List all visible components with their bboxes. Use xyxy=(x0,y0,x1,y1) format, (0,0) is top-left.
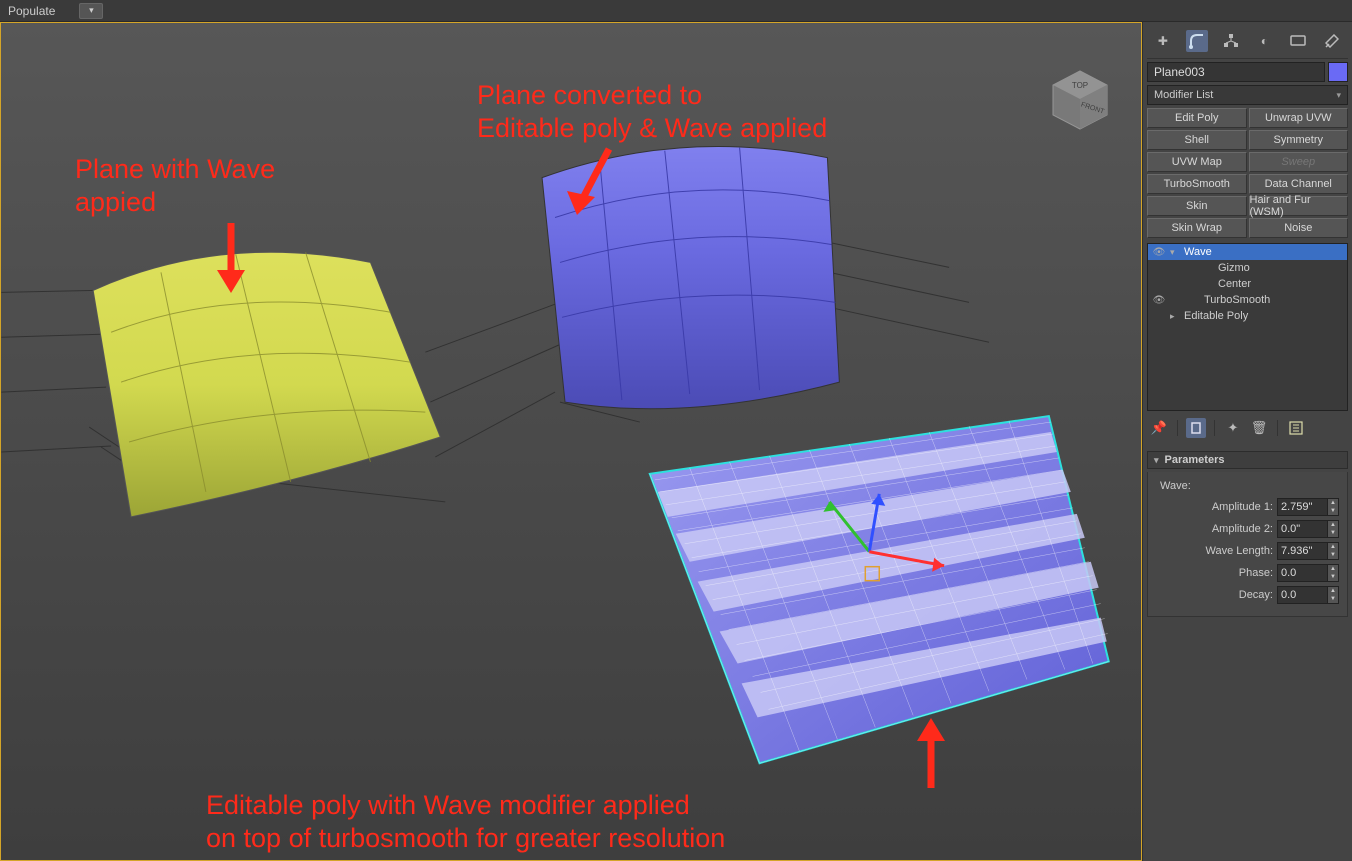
svg-text:TOP: TOP xyxy=(1072,81,1088,90)
param-spinner[interactable]: ▲▼ xyxy=(1277,564,1339,582)
spinner-down-icon[interactable]: ▼ xyxy=(1328,551,1338,559)
param-spinner[interactable]: ▲▼ xyxy=(1277,498,1339,516)
main-area: Plane with Wave appied Plane converted t… xyxy=(0,22,1352,861)
modifier-button[interactable]: Edit Poly xyxy=(1147,108,1247,128)
command-panel: ✚ ◐ Modifier List Edit PolyUnwrap UVWShe… xyxy=(1142,22,1352,861)
param-row: Wave Length: ▲▼ xyxy=(1156,540,1339,562)
param-spinner[interactable]: ▲▼ xyxy=(1277,520,1339,538)
expand-icon[interactable]: ▾ xyxy=(1170,247,1180,258)
show-end-result-icon[interactable] xyxy=(1186,418,1206,438)
tab-motion-icon[interactable]: ◐ xyxy=(1253,30,1275,52)
rollout-header-parameters[interactable]: Parameters xyxy=(1147,451,1348,469)
wave-group-label: Wave: xyxy=(1160,480,1339,492)
stack-toolbar: 📌 ✦ 🗑 xyxy=(1147,414,1348,442)
param-label: Amplitude 1: xyxy=(1212,501,1273,513)
spinner-up-icon[interactable]: ▲ xyxy=(1328,543,1338,551)
viewcube[interactable]: TOP FRONT xyxy=(1045,65,1115,135)
param-label: Amplitude 2: xyxy=(1212,523,1273,535)
param-label: Decay: xyxy=(1239,589,1273,601)
tab-modify-icon[interactable] xyxy=(1186,30,1208,52)
stack-row[interactable]: Center xyxy=(1148,276,1347,292)
stack-item-label: Wave xyxy=(1184,246,1212,258)
stack-row[interactable]: Gizmo xyxy=(1148,260,1347,276)
stack-item-label: Center xyxy=(1184,278,1251,290)
param-label: Phase: xyxy=(1239,567,1273,579)
stack-item-label: TurboSmooth xyxy=(1184,294,1270,306)
modifier-button[interactable]: Skin xyxy=(1147,196,1247,216)
menu-dropdown-button[interactable]: ▾ xyxy=(79,3,103,19)
viewport[interactable]: Plane with Wave appied Plane converted t… xyxy=(0,22,1142,861)
pin-stack-icon[interactable]: 📌 xyxy=(1149,418,1169,438)
spinner-up-icon[interactable]: ▲ xyxy=(1328,565,1338,573)
modifier-button[interactable]: Symmetry xyxy=(1249,130,1349,150)
stack-row[interactable]: ▸ Editable Poly xyxy=(1148,308,1347,324)
param-row: Decay: ▲▼ xyxy=(1156,584,1339,606)
param-spinner[interactable]: ▲▼ xyxy=(1277,586,1339,604)
modifier-button[interactable]: Data Channel xyxy=(1249,174,1349,194)
param-input[interactable] xyxy=(1277,564,1327,582)
modifier-button-grid: Edit PolyUnwrap UVWShellSymmetryUVW MapS… xyxy=(1147,108,1348,238)
expand-icon[interactable]: ▸ xyxy=(1170,311,1180,322)
param-spinner[interactable]: ▲▼ xyxy=(1277,542,1339,560)
spinner-up-icon[interactable]: ▲ xyxy=(1328,521,1338,529)
tab-display-icon[interactable] xyxy=(1287,30,1309,52)
modifier-button[interactable]: Unwrap UVW xyxy=(1249,108,1349,128)
modifier-button[interactable]: TurboSmooth xyxy=(1147,174,1247,194)
object-color-swatch[interactable] xyxy=(1328,62,1348,82)
modifier-button[interactable]: Skin Wrap xyxy=(1147,218,1247,238)
remove-modifier-icon[interactable]: 🗑 xyxy=(1249,418,1269,438)
modifier-list-dropdown[interactable]: Modifier List xyxy=(1147,85,1348,105)
spinner-down-icon[interactable]: ▼ xyxy=(1328,573,1338,581)
modifier-stack[interactable]: 👁 ▾ Wave Gizmo Center 👁 TurboSmooth ▸ Editable P… xyxy=(1147,243,1348,411)
spinner-down-icon[interactable]: ▼ xyxy=(1328,529,1338,537)
viewport-scene xyxy=(1,23,1141,860)
stack-row[interactable]: 👁 ▾ Wave xyxy=(1148,244,1347,260)
stack-item-label: Editable Poly xyxy=(1184,310,1248,322)
stack-item-label: Gizmo xyxy=(1184,262,1250,274)
param-row: Amplitude 1: ▲▼ xyxy=(1156,496,1339,518)
command-panel-tabs: ✚ ◐ xyxy=(1147,26,1348,59)
rollout-body-parameters: Wave: Amplitude 1:▲▼Amplitude 2:▲▼Wave L… xyxy=(1147,472,1348,617)
menu-populate[interactable]: Populate xyxy=(8,4,55,18)
param-input[interactable] xyxy=(1277,586,1327,604)
visibility-icon[interactable]: 👁 xyxy=(1152,295,1166,306)
stack-row[interactable]: 👁 TurboSmooth xyxy=(1148,292,1347,308)
param-input[interactable] xyxy=(1277,520,1327,538)
make-unique-icon[interactable]: ✦ xyxy=(1223,418,1243,438)
spinner-down-icon[interactable]: ▼ xyxy=(1328,507,1338,515)
visibility-icon[interactable]: 👁 xyxy=(1152,247,1166,258)
spinner-up-icon[interactable]: ▲ xyxy=(1328,587,1338,595)
modifier-button[interactable]: Hair and Fur (WSM) xyxy=(1249,196,1349,216)
modifier-button[interactable]: Noise xyxy=(1249,218,1349,238)
spinner-up-icon[interactable]: ▲ xyxy=(1328,499,1338,507)
modifier-button[interactable]: Shell xyxy=(1147,130,1247,150)
param-row: Amplitude 2: ▲▼ xyxy=(1156,518,1339,540)
mesh-plane-blue xyxy=(542,146,839,408)
object-name-field[interactable] xyxy=(1147,62,1325,82)
top-menubar: Populate ▾ xyxy=(0,0,1352,22)
param-label: Wave Length: xyxy=(1206,545,1273,557)
tab-hierarchy-icon[interactable] xyxy=(1220,30,1242,52)
param-row: Phase: ▲▼ xyxy=(1156,562,1339,584)
spinner-down-icon[interactable]: ▼ xyxy=(1328,595,1338,603)
modifier-button[interactable]: UVW Map xyxy=(1147,152,1247,172)
param-input[interactable] xyxy=(1277,498,1327,516)
tab-utilities-icon[interactable] xyxy=(1321,30,1343,52)
param-input[interactable] xyxy=(1277,542,1327,560)
tab-create-icon[interactable]: ✚ xyxy=(1152,30,1174,52)
configure-sets-icon[interactable] xyxy=(1286,418,1306,438)
modifier-button[interactable]: Sweep xyxy=(1249,152,1349,172)
